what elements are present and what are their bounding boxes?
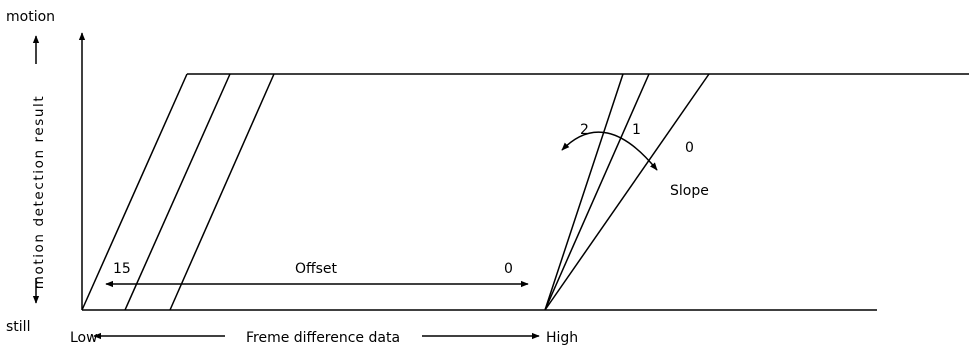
slope-line-1 xyxy=(544,73,650,311)
offset-ramp-mid xyxy=(124,73,231,311)
slope-0-label: 0 xyxy=(685,140,694,156)
offset-ramp-low xyxy=(169,73,275,311)
slope-1-label: 1 xyxy=(632,122,641,138)
still-label: still xyxy=(6,319,30,335)
low-label: Low xyxy=(70,330,98,346)
y-axis-title: motion detection result xyxy=(31,95,47,290)
slope-line-2 xyxy=(544,73,624,311)
x-axis-title: Freme difference data xyxy=(246,330,400,346)
slope-2-label: 2 xyxy=(580,122,589,138)
offset-max-label: 15 xyxy=(113,261,131,277)
motion-label: motion xyxy=(6,9,55,25)
offset-label: Offset xyxy=(295,261,338,277)
offset-min-label: 0 xyxy=(504,261,513,277)
offset-ramp-15 xyxy=(81,73,188,311)
high-label: High xyxy=(546,330,578,346)
slope-line-0 xyxy=(544,73,710,311)
slope-label: Slope xyxy=(670,183,709,199)
slope-arrow xyxy=(561,131,658,171)
